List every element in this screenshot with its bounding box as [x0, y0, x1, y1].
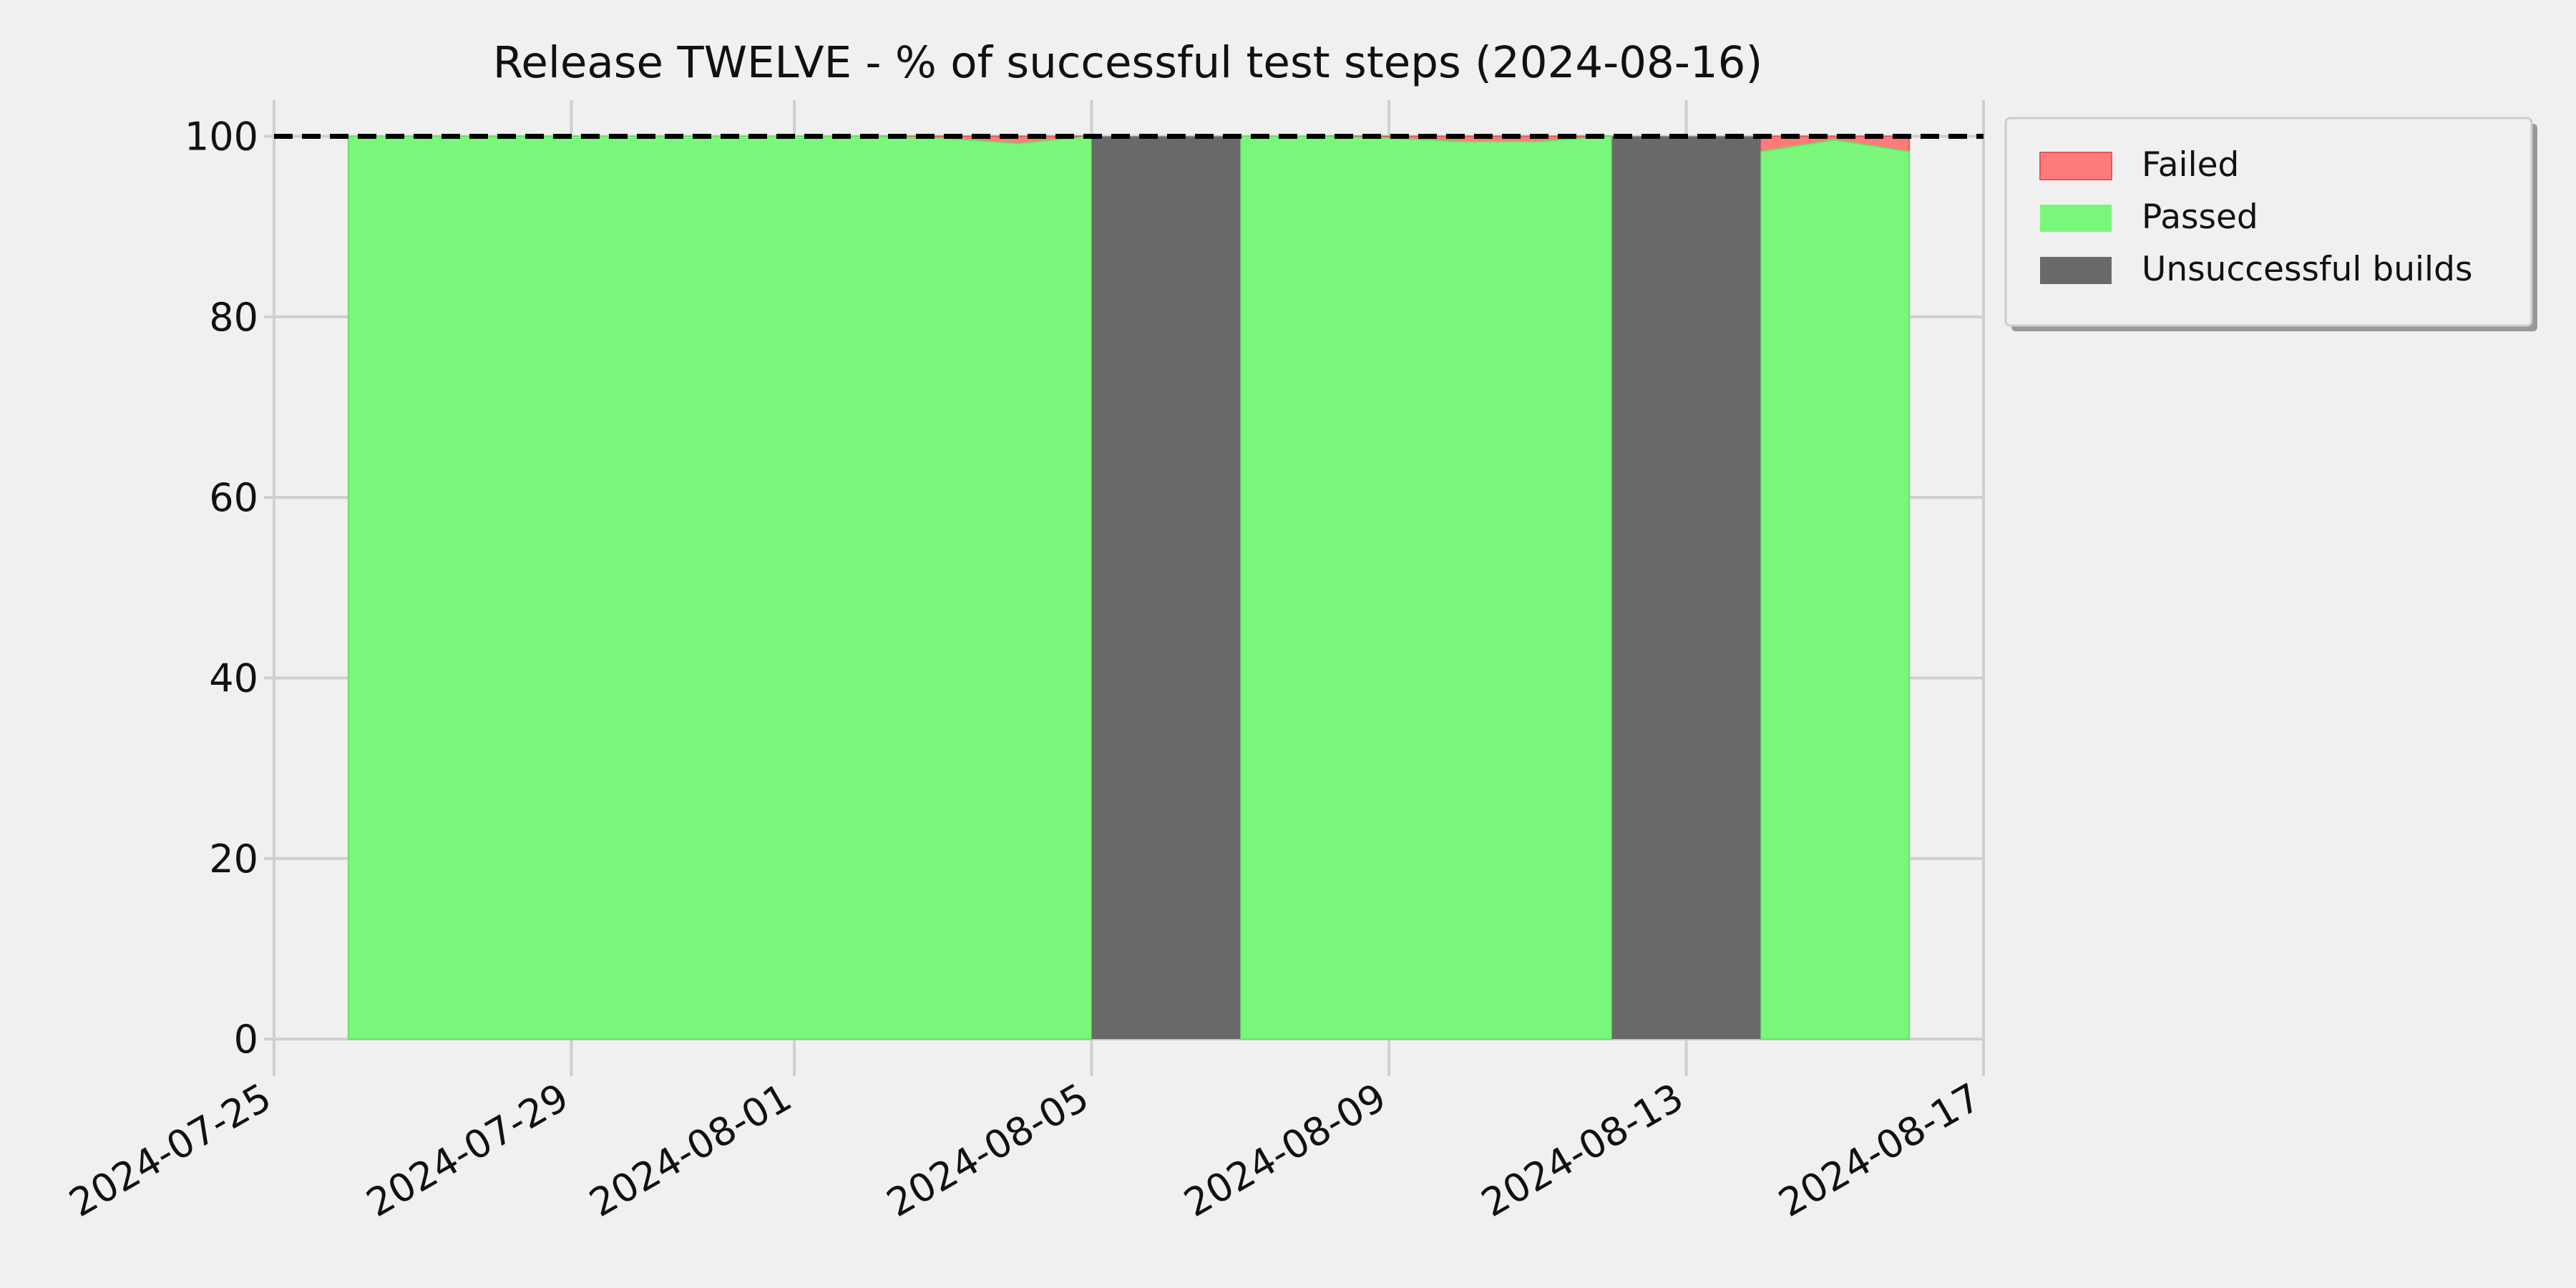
unsuccessful-build-bar: [1611, 136, 1761, 1040]
chart-title: Release TWELVE - % of successful test st…: [493, 37, 1763, 88]
legend-swatch: [2040, 257, 2112, 284]
legend-label: Unsuccessful builds: [2142, 250, 2472, 289]
x-tick-label: 2024-08-13: [1474, 1075, 1691, 1226]
y-tick-label: 100: [185, 114, 258, 159]
x-tick-label: 2024-08-09: [1176, 1075, 1393, 1226]
x-tick-label: 2024-07-29: [359, 1075, 576, 1226]
legend-swatch: [2040, 205, 2112, 232]
passed-area: [1239, 135, 1613, 1040]
y-tick-label: 60: [209, 475, 258, 520]
x-tick-label: 2024-08-05: [879, 1075, 1096, 1226]
legend-label: Passed: [2142, 197, 2258, 237]
legend-swatch: [2039, 152, 2112, 180]
x-tick-label: 2024-07-25: [62, 1075, 278, 1226]
legend-frame: [2004, 117, 2533, 327]
legend-label: Failed: [2142, 145, 2239, 185]
unsuccessful-build-bar: [1091, 136, 1241, 1040]
y-tick-label: 0: [234, 1017, 258, 1062]
passed-area: [347, 135, 1093, 1040]
x-tick-label: 2024-08-01: [582, 1075, 799, 1226]
y-tick-label: 40: [209, 655, 258, 701]
x-tick-label: 2024-08-17: [1771, 1075, 1988, 1226]
passed-area: [1760, 139, 1911, 1040]
y-tick-label: 20: [209, 836, 258, 882]
y-tick-label: 80: [209, 295, 258, 340]
legend: Failed Passed Unsuccessful builds: [2004, 117, 2537, 331]
